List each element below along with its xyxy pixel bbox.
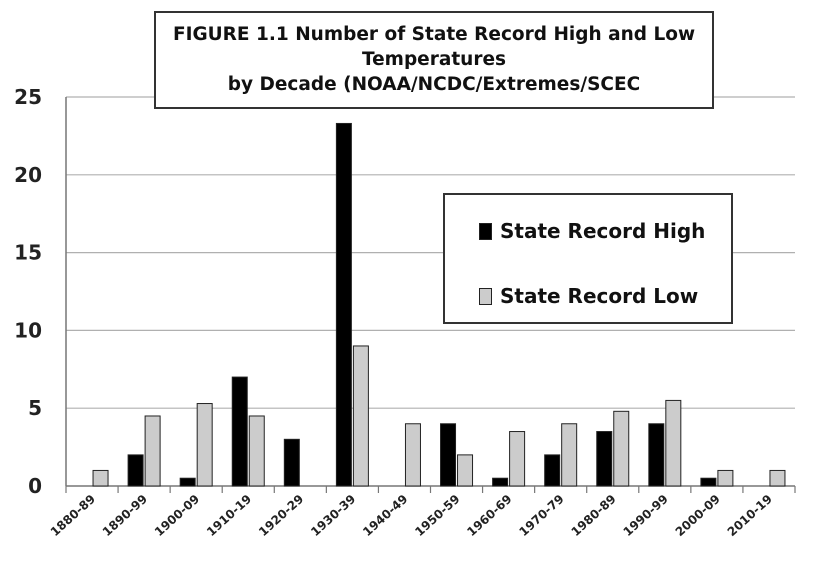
y-tick-label: 25: [14, 85, 42, 109]
legend-item-low: State Record Low: [479, 284, 698, 308]
y-tick-label: 0: [28, 474, 42, 498]
bar-record-low: [769, 469, 786, 487]
legend-swatch-low: [479, 287, 492, 305]
legend: State Record High State Record Low: [443, 193, 733, 324]
x-tick-label: 1940-49: [360, 492, 410, 539]
bar-record-high: [440, 423, 457, 487]
x-tick-label: 1930-39: [308, 492, 358, 539]
bar-record-low: [404, 423, 421, 487]
bar-record-low: [92, 469, 109, 487]
bar-record-high: [492, 477, 509, 487]
bar-record-high: [544, 454, 561, 487]
bar-record-low: [457, 454, 474, 487]
legend-label-high: State Record High: [500, 219, 706, 243]
bar-record-high: [648, 423, 665, 487]
y-tick-label: 15: [14, 241, 42, 265]
bar-record-high: [335, 122, 352, 487]
bar-record-low: [613, 410, 630, 487]
x-tick-label: 1910-19: [204, 492, 254, 539]
bar-record-low: [509, 431, 526, 487]
bar-record-high: [127, 454, 144, 487]
x-tick-label: 1970-79: [516, 492, 566, 539]
bar-record-high: [596, 431, 613, 487]
chart-title-line-2: Temperatures: [361, 49, 507, 70]
bar-record-low: [352, 345, 369, 487]
x-tick-label: 1960-69: [464, 492, 514, 539]
bar-record-high: [179, 477, 196, 487]
bar-record-low: [561, 423, 578, 487]
bar-record-high: [283, 438, 300, 487]
bar-record-high: [231, 376, 248, 487]
x-tick-label: 1880-89: [48, 492, 98, 539]
x-tick-label: 1990-99: [621, 492, 671, 539]
bar-record-low: [144, 415, 161, 487]
bar-record-low: [717, 469, 734, 487]
legend-swatch-high: [479, 222, 492, 240]
x-tick-label: 1950-59: [412, 492, 462, 539]
bar-record-low: [665, 399, 682, 487]
x-tick-label: 2010-19: [725, 492, 775, 539]
chart-title-line-3: by Decade (NOAA/NCDC/Extremes/SCEC: [227, 74, 641, 95]
x-tick-label: 1980-89: [568, 492, 618, 539]
bar-record-low: [196, 403, 213, 487]
legend-item-high: State Record High: [479, 219, 705, 243]
legend-label-low: State Record Low: [500, 284, 699, 308]
x-tick-label: 1900-09: [152, 492, 202, 539]
chart-title-line-1: FIGURE 1.1 Number of State Record High a…: [172, 24, 696, 45]
x-tick-label: 2000-09: [673, 492, 723, 539]
chart-title-box: FIGURE 1.1 Number of State Record High a…: [154, 11, 714, 109]
y-tick-label: 5: [28, 396, 42, 420]
y-tick-label: 10: [14, 318, 42, 342]
x-tick-label: 1920-29: [256, 492, 306, 539]
bar-record-low: [248, 415, 265, 487]
x-tick-label: 1890-99: [100, 492, 150, 539]
bar-record-high: [700, 477, 717, 487]
y-tick-label: 20: [14, 163, 42, 187]
